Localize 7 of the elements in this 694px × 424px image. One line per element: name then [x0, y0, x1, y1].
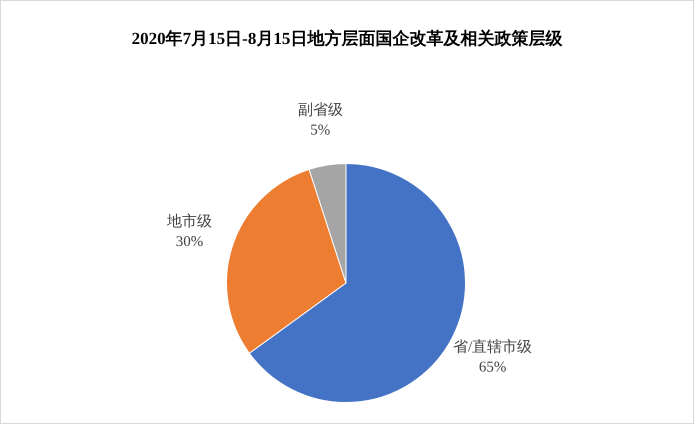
data-label: 5% [310, 122, 330, 138]
data-label: 30% [176, 234, 204, 250]
chart-title: 2020年7月15日-8月15日地方层面国企改革及相关政策层级 [130, 28, 564, 50]
slice-label: 地市级 [166, 213, 212, 230]
data-label: 65% [478, 360, 506, 376]
slice-label: 省/直辖市级 [452, 338, 532, 356]
slice-label: 副省级 [298, 101, 343, 118]
